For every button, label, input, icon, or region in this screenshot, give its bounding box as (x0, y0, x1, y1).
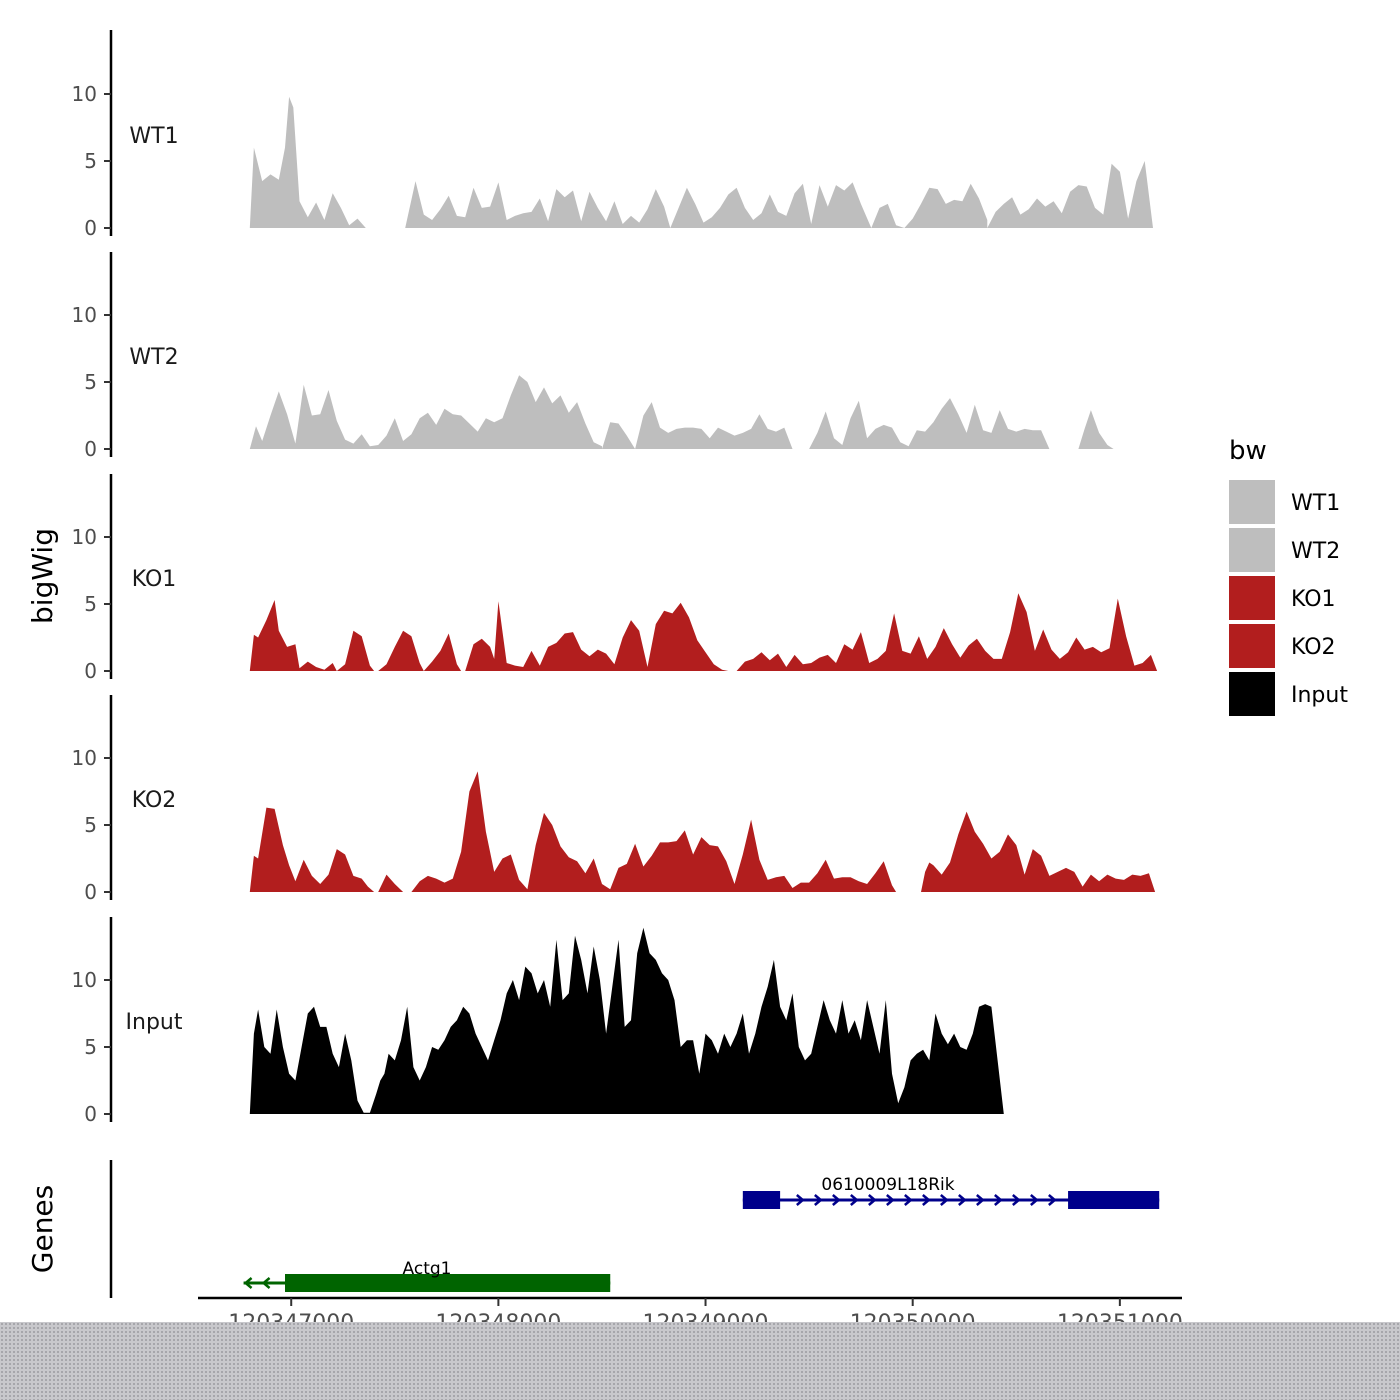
strand-chevron-icon (1012, 1194, 1021, 1206)
track-y-axis-wt2: 0 5 10 (72, 252, 113, 461)
legend-key-wt2 (1229, 528, 1275, 572)
signal-area-wt1-2 (670, 182, 872, 228)
y-tick-label: 0 (84, 216, 97, 240)
legend: bw WT1 WT2 KO1 KO2 Input (1229, 436, 1348, 716)
gene-0610009L18Rik (742, 1191, 1160, 1209)
gene-label-actg1: Actg1 (403, 1259, 452, 1279)
strand-chevron-icon (904, 1194, 913, 1206)
screenshot-footer-strip (0, 1322, 1400, 1400)
track-label-ko2: KO2 (132, 788, 177, 813)
strand-chevron-icon (1048, 1194, 1057, 1206)
signal-area-ko2-0 (249, 807, 375, 892)
track-signal-wt1 (249, 96, 1153, 228)
track-ko2: KO2 0 5 10 (72, 695, 1156, 904)
strand-chevron-icon (850, 1194, 859, 1206)
y-tick-label: 10 (72, 303, 97, 327)
strand-chevron-icon (832, 1194, 841, 1206)
legend-key-wt1 (1229, 480, 1275, 524)
signal-area-ko1-2 (378, 630, 424, 671)
signal-area-wt1-1 (405, 181, 671, 228)
strand-chevron-icon (940, 1194, 949, 1206)
strand-chevron-icon (243, 1277, 253, 1289)
signal-area-ko2-3 (921, 811, 1156, 892)
signal-area-wt1-3 (871, 183, 988, 228)
genes-axis-title: Genes (26, 1185, 59, 1273)
signal-area-ko1-1 (336, 630, 375, 671)
gene-label-0610009L18Rik: 0610009L18Rik (821, 1175, 954, 1195)
signal-area-ko1-5 (736, 593, 1158, 671)
strand-chevron-icon (976, 1194, 985, 1206)
strand-chevron-icon (796, 1194, 805, 1206)
track-y-axis-ko1: 0 5 10 (72, 474, 113, 683)
y-tick-label: 10 (72, 82, 97, 106)
legend-key-ko2 (1229, 624, 1275, 668)
track-y-axis-ko2: 0 5 10 (72, 695, 113, 904)
y-tick-label: 5 (84, 813, 97, 837)
gene-exon (285, 1274, 611, 1292)
y-tick-label: 10 (72, 746, 97, 770)
y-tick-label: 5 (84, 149, 97, 173)
signal-area-wt1-4 (987, 161, 1153, 228)
track-ko1: KO1 0 5 10 (72, 474, 1158, 683)
legend-label-wt1: WT1 (1291, 491, 1340, 516)
strand-chevron-icon (868, 1194, 877, 1206)
legend-key-input (1229, 672, 1275, 716)
track-y-axis-input: 0 5 10 (72, 917, 113, 1126)
strand-chevron-icon (958, 1194, 967, 1206)
y-axis-title: bigWig (26, 528, 59, 624)
gene-actg1 (243, 1274, 611, 1292)
signal-area-wt2-2 (809, 398, 1050, 449)
y-tick-label: 5 (84, 370, 97, 394)
signal-area-ko1-0 (249, 600, 337, 671)
signal-area-ko1-4 (465, 601, 729, 671)
legend-key-ko1 (1229, 576, 1275, 620)
signal-area-ko1-3 (423, 633, 462, 671)
y-tick-label: 10 (72, 968, 97, 992)
signal-area-wt2-1 (602, 402, 793, 449)
track-signal-wt2 (249, 375, 1114, 449)
track-wt1: WT1 0 5 10 (72, 30, 1153, 240)
signal-area-input-0 (249, 927, 1160, 1114)
legend-label-input: Input (1291, 683, 1348, 708)
gene-exon (1068, 1191, 1160, 1209)
strand-chevron-icon (922, 1194, 931, 1206)
track-signal-ko1 (249, 593, 1158, 671)
y-tick-label: 5 (84, 1035, 97, 1059)
strand-chevron-icon (886, 1194, 895, 1206)
signal-area-ko2-1 (378, 874, 404, 892)
track-label-wt1: WT1 (129, 124, 178, 149)
signal-area-wt2-3 (1078, 410, 1114, 449)
signal-area-wt2-0 (249, 375, 603, 449)
strand-chevron-icon (994, 1194, 1003, 1206)
track-wt2: WT2 0 5 10 (72, 252, 1114, 461)
track-label-input: Input (126, 1010, 183, 1035)
y-tick-label: 10 (72, 525, 97, 549)
y-tick-label: 0 (84, 880, 97, 904)
legend-title: bw (1229, 436, 1267, 466)
track-input: Input 0 5 10 (72, 917, 1160, 1126)
strand-chevron-icon (261, 1277, 271, 1289)
strand-chevron-icon (814, 1194, 823, 1206)
legend-label-wt2: WT2 (1291, 539, 1340, 564)
signal-area-wt1-0 (249, 96, 389, 228)
y-tick-label: 0 (84, 1102, 97, 1126)
track-label-wt2: WT2 (129, 345, 178, 370)
signal-area-ko2-2 (411, 771, 897, 892)
track-signal-input (249, 927, 1160, 1114)
track-label-ko1: KO1 (132, 567, 177, 592)
y-tick-label: 0 (84, 659, 97, 683)
gene-exon (742, 1191, 781, 1209)
legend-label-ko1: KO1 (1291, 587, 1336, 612)
legend-label-ko2: KO2 (1291, 635, 1336, 660)
y-tick-label: 0 (84, 437, 97, 461)
genes-panel: Genes 0610009L18Rik Actg1 (26, 1160, 1160, 1298)
y-tick-label: 5 (84, 592, 97, 616)
strand-chevron-icon (1030, 1194, 1039, 1206)
track-signal-ko2 (249, 771, 1156, 892)
track-y-axis-wt1: 0 5 10 (72, 30, 113, 240)
